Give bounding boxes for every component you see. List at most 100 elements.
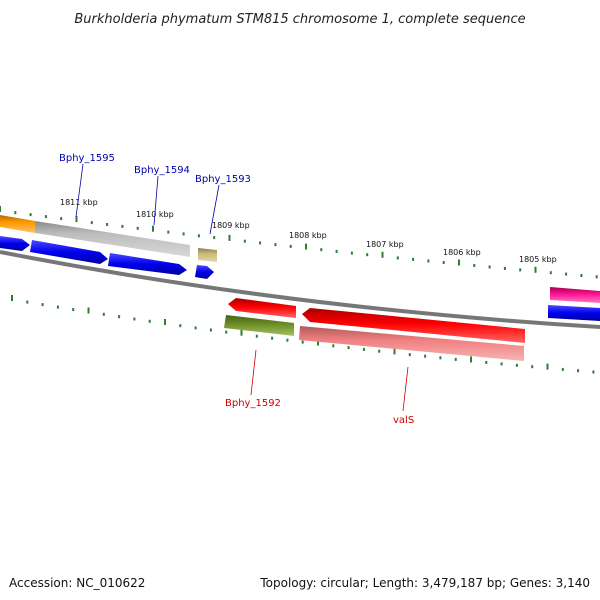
inner-major-tick (164, 319, 166, 325)
outer-minor-tick (565, 272, 568, 276)
tick-label-1809: 1809 kbp (212, 221, 250, 230)
outer-major-tick (458, 259, 460, 266)
inner-minor-tick (362, 347, 365, 351)
outer-major-tick (305, 243, 307, 250)
outer-minor-tick (182, 232, 185, 236)
outer-minor-tick (427, 259, 430, 263)
outer-minor-tick (335, 249, 338, 253)
outer-minor-tick (580, 274, 583, 277)
cds-olive-small[interactable] (198, 248, 217, 262)
outer-minor-tick (549, 271, 552, 275)
gene-label-bphy1595[interactable]: Bphy_1595 (59, 153, 115, 164)
outer-minor-tick (366, 253, 369, 257)
scale-ticks-outer (0, 206, 598, 279)
leader-bphy1594 (153, 175, 159, 226)
leader-bphy1592 (250, 349, 257, 396)
outer-minor-tick (595, 275, 598, 279)
outer-minor-tick (488, 265, 491, 269)
tick-label-1808: 1808 kbp (289, 231, 327, 240)
inner-minor-tick (485, 360, 488, 364)
inner-minor-tick (41, 303, 44, 307)
tick-label-1811: 1811 kbp (60, 198, 98, 207)
outer-minor-tick (442, 261, 445, 264)
tick-label-1806: 1806 kbp (443, 248, 481, 257)
gene-label-bphy1593[interactable]: Bphy_1593 (195, 174, 251, 185)
inner-minor-tick (179, 324, 182, 328)
inner-minor-tick (255, 334, 258, 338)
inner-minor-tick (209, 328, 212, 332)
outer-minor-tick (90, 221, 93, 225)
outer-major-tick (75, 216, 78, 223)
outer-major-tick (228, 234, 231, 241)
genome-backbone (0, 250, 600, 329)
outer-minor-tick (289, 244, 292, 248)
outer-minor-tick (167, 230, 170, 234)
outer-minor-tick (197, 234, 200, 238)
inner-major-tick (240, 329, 243, 336)
inner-minor-tick (148, 319, 151, 323)
inner-major-tick (317, 339, 319, 346)
inner-minor-tick (531, 365, 534, 369)
inner-minor-tick (561, 367, 564, 371)
accession-text: Accession: NC_010622 (9, 576, 145, 590)
outer-major-tick (381, 251, 384, 258)
cds-blue-1[interactable] (0, 236, 30, 251)
cds-red-vals[interactable] (302, 308, 525, 343)
outer-minor-tick (320, 248, 323, 252)
outer-minor-tick (503, 267, 506, 270)
inner-minor-tick (347, 346, 350, 350)
outer-minor-tick (14, 211, 17, 215)
cds-green-bphy1592[interactable] (224, 315, 294, 336)
gene-label-bphy1594[interactable]: Bphy_1594 (134, 165, 190, 176)
inner-minor-tick (56, 305, 59, 309)
inner-minor-tick (118, 315, 121, 319)
outer-minor-tick (213, 236, 216, 240)
cds-blue-2[interactable] (30, 240, 108, 264)
inner-major-tick (393, 348, 396, 355)
cds-gray-large[interactable] (35, 221, 190, 257)
inner-minor-tick (378, 349, 381, 353)
outer-minor-tick (274, 243, 277, 247)
tick-label-1807: 1807 kbp (366, 240, 404, 249)
outer-minor-tick (243, 239, 246, 243)
inner-minor-tick (439, 356, 442, 360)
outer-minor-tick (29, 213, 32, 217)
outer-minor-tick (60, 217, 63, 221)
outer-major-tick (534, 266, 537, 273)
cds-red-small[interactable] (228, 298, 296, 318)
cds-blue-4[interactable] (195, 265, 214, 279)
outer-minor-tick (106, 223, 109, 226)
leader-bphy1595 (75, 163, 84, 218)
gene-label-bphy1592[interactable]: Bphy_1592 (225, 398, 281, 409)
cds-magenta-right[interactable] (550, 287, 600, 303)
outer-major-tick (152, 225, 154, 232)
inner-minor-tick (102, 312, 105, 316)
reverse-cds-track (224, 298, 525, 361)
inner-minor-tick (271, 336, 274, 340)
cds-orange[interactable] (0, 215, 35, 233)
label-leaders (75, 163, 409, 412)
scale-labels: 1811 kbp 1810 kbp 1809 kbp 1808 kbp 1807… (60, 198, 557, 264)
scale-ticks-inner (11, 295, 595, 374)
inner-minor-tick (592, 370, 595, 374)
inner-minor-tick (133, 317, 136, 321)
inner-minor-tick (286, 338, 289, 342)
inner-minor-tick (454, 357, 457, 361)
inner-major-tick (470, 356, 472, 363)
inner-minor-tick (500, 362, 503, 366)
map-title: Burkholderia phymatum STM815 chromosome … (74, 12, 525, 27)
outer-minor-tick (519, 268, 522, 272)
inner-minor-tick (424, 354, 427, 358)
gene-label-vals[interactable]: valS (393, 415, 414, 426)
inner-minor-tick (332, 344, 335, 348)
cds-blue-right[interactable] (548, 305, 600, 321)
outer-minor-tick (136, 226, 139, 230)
inner-major-tick (11, 295, 13, 301)
inner-minor-tick (225, 330, 228, 334)
cds-blue-3[interactable] (108, 253, 187, 275)
cds-pink[interactable] (299, 326, 524, 361)
outer-minor-tick (259, 241, 262, 245)
inner-minor-tick (26, 300, 29, 304)
outer-minor-tick (473, 264, 476, 267)
